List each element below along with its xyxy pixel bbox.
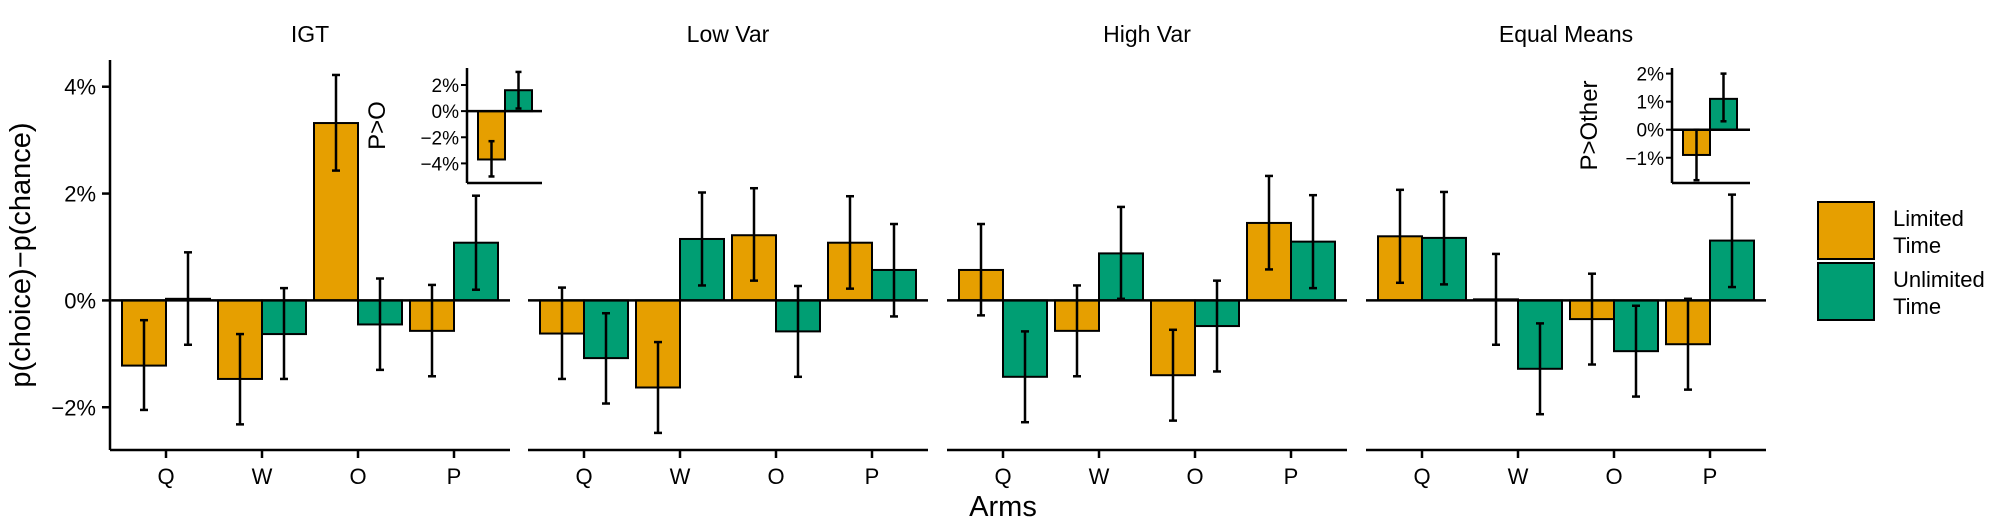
x-tick-label: O — [767, 464, 784, 489]
facet-title: Equal Means — [1499, 21, 1633, 47]
y-tick-label: 4% — [64, 75, 96, 100]
legend-label: Unlimited — [1893, 267, 1985, 292]
legend-label: Time — [1893, 233, 1941, 258]
inset-y-tick-label: −1% — [1625, 149, 1664, 170]
legend-swatch-limited-time — [1817, 201, 1875, 260]
inset-y-tick-label: 0% — [432, 102, 460, 123]
y-axis-title: p(choice)−p(chance) — [5, 122, 37, 387]
x-tick-label: O — [349, 464, 366, 489]
x-tick-label: P — [1284, 464, 1299, 489]
inset-y-tick-label: −2% — [420, 128, 459, 149]
x-tick-label: P — [447, 464, 462, 489]
x-tick-label: Q — [1413, 464, 1430, 489]
inset-title: P>Other — [1576, 80, 1603, 170]
y-tick-label: −2% — [51, 395, 96, 420]
x-tick-label: P — [865, 464, 880, 489]
inset-y-tick-label: −4% — [420, 154, 459, 175]
x-tick-label: Q — [994, 464, 1011, 489]
inset-title: P>O — [364, 101, 391, 150]
x-tick-label: W — [1089, 464, 1110, 489]
inset-y-tick-label: 0% — [1637, 121, 1665, 142]
facet-title: High Var — [1103, 21, 1191, 47]
legend-label: Limited — [1893, 206, 1964, 231]
inset-y-tick-label: 1% — [1637, 93, 1665, 114]
inset-y-tick-label: 2% — [432, 76, 460, 97]
facet-title: IGT — [291, 21, 329, 47]
x-tick-label: O — [1186, 464, 1203, 489]
x-tick-label: O — [1605, 464, 1622, 489]
x-tick-label: W — [252, 464, 273, 489]
y-tick-label: 2% — [64, 182, 96, 207]
legend-label: Time — [1893, 294, 1941, 319]
x-tick-label: W — [1508, 464, 1529, 489]
x-tick-label: Q — [575, 464, 592, 489]
x-tick-label: Q — [157, 464, 174, 489]
facet-title: Low Var — [687, 21, 770, 47]
legend-swatch-unlimited-time — [1817, 262, 1875, 321]
y-tick-label: 0% — [64, 288, 96, 313]
inset-y-tick-label: 2% — [1637, 65, 1665, 86]
x-tick-label: P — [1703, 464, 1718, 489]
x-tick-label: W — [670, 464, 691, 489]
x-axis-title: Arms — [969, 491, 1037, 523]
